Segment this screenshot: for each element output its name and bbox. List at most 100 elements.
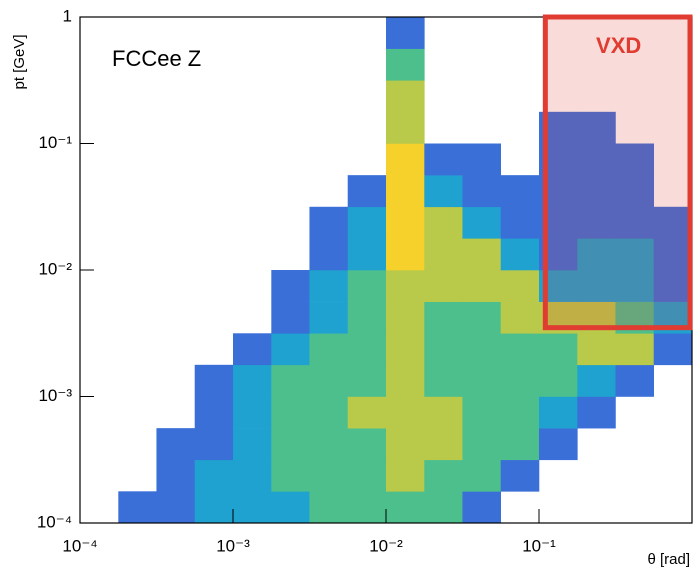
heatmap-cell (80, 80, 119, 112)
heatmap-cell (577, 238, 616, 271)
heatmap-cell (348, 49, 387, 81)
heatmap-cell (195, 333, 234, 365)
heatmap-cell (347, 396, 387, 429)
heatmap-cell (386, 17, 425, 49)
heatmap-cell (156, 428, 196, 461)
heatmap-cell (156, 365, 195, 397)
heatmap-cell (615, 491, 654, 523)
heatmap-cell (118, 397, 156, 429)
heatmap-cell (80, 270, 119, 302)
heatmap-cell (347, 238, 387, 271)
heatmap-cell (501, 80, 540, 112)
heatmap-cell (309, 301, 349, 334)
heatmap-cell (309, 49, 348, 81)
heatmap-cell (309, 459, 349, 492)
heatmap-cell (118, 302, 156, 334)
heatmap-cell (194, 364, 234, 397)
heatmap-cell (654, 428, 693, 460)
heatmap-cell (195, 112, 234, 144)
heatmap-cell (386, 301, 425, 334)
heatmap-cell (615, 397, 654, 429)
heatmap-cell (654, 365, 693, 397)
heatmap-cell (194, 428, 234, 461)
heatmap-cell (539, 333, 578, 366)
heatmap-cell (271, 207, 309, 239)
heatmap-cell (309, 17, 348, 49)
heatmap-cell (195, 144, 234, 176)
heatmap-cell (424, 364, 463, 397)
heatmap-cell (424, 270, 463, 302)
heatmap-cell (501, 144, 540, 176)
heatmap-cell (500, 459, 540, 492)
heatmap-cell (118, 333, 156, 365)
heatmap-cell (462, 491, 502, 524)
heatmap-cell (424, 112, 462, 144)
heatmap-cell (80, 238, 119, 270)
heatmap-cell (424, 301, 463, 334)
heatmap-cell (118, 238, 156, 270)
heatmap-cell (309, 112, 348, 144)
heatmap-cell (462, 238, 502, 271)
annotation: FCCee Z (112, 46, 201, 71)
heatmap-cell (309, 333, 349, 366)
heatmap-cell (233, 238, 272, 270)
heatmap-cell (424, 428, 463, 461)
heatmap-cell (653, 206, 693, 239)
heatmap-cell (118, 428, 156, 460)
heatmap-cell (156, 144, 195, 176)
heatmap-cell (271, 396, 310, 429)
heatmap-cell (271, 49, 309, 81)
heatmap-cell (195, 302, 234, 334)
heatmap-cell (347, 428, 387, 461)
heatmap-cell (80, 144, 119, 176)
heatmap-cell (424, 459, 463, 492)
heatmap-cell (156, 207, 195, 239)
heatmap-cell (615, 460, 654, 492)
heatmap-cell (309, 491, 349, 524)
heatmap-cell (233, 333, 272, 366)
heatmap-cell (80, 333, 119, 365)
heatmap-cell (271, 175, 309, 207)
heatmap-cell (118, 365, 156, 397)
heatmap-cell (577, 491, 615, 523)
heatmap-cell (118, 144, 156, 176)
region-label: VXD (596, 33, 641, 58)
heatmap-cell (577, 111, 616, 144)
heatmap-cell (424, 491, 463, 524)
heatmap-cell (348, 144, 387, 176)
heatmap-cell (195, 207, 234, 239)
heatmap-cell (194, 396, 234, 429)
heatmap-cell (386, 143, 425, 176)
heatmap-cell (424, 396, 463, 429)
heatmap-cell (118, 491, 157, 524)
heatmap-cell (271, 17, 309, 49)
heatmap-cell (233, 302, 272, 334)
heatmap-cell (386, 459, 425, 492)
y-tick-label: 10⁻² (38, 259, 72, 278)
heatmap-cell (309, 80, 348, 112)
heatmap-cell (615, 333, 655, 366)
heatmap-cell (539, 364, 578, 397)
heatmap-cell (424, 80, 462, 112)
y-tick-label: 10⁻¹ (38, 133, 72, 152)
heatmap-cell (271, 333, 310, 366)
heatmap-cell (539, 396, 578, 429)
heatmap-cell (233, 144, 272, 176)
heatmap-cell (80, 397, 119, 429)
heatmap-cell (80, 460, 119, 492)
heatmap-cell (500, 364, 540, 397)
heatmap-cell (233, 270, 272, 302)
heatmap-cell (348, 17, 387, 49)
y-tick-label: 10⁻⁴ (37, 512, 72, 531)
heatmap-cell (615, 428, 654, 460)
heatmap-cell (347, 491, 387, 524)
heatmap-cell (386, 80, 425, 113)
heatmap-cell (80, 112, 119, 144)
region-box (542, 14, 693, 331)
heatmap-cell (615, 364, 655, 397)
heatmap-cell (80, 175, 119, 207)
x-tick-label: 10⁻¹ (522, 536, 556, 555)
heatmap-cell (309, 396, 349, 429)
heatmap-cell (347, 206, 387, 239)
heatmap-cell (156, 397, 195, 429)
